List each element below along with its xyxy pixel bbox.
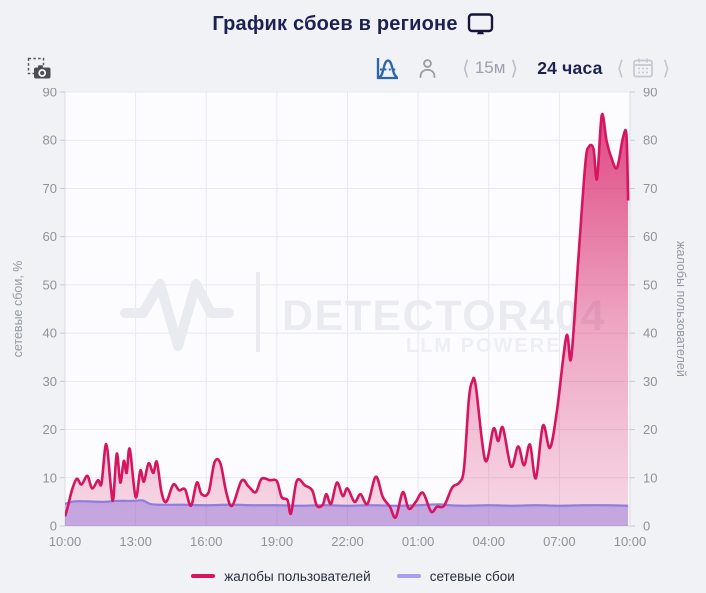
chart-legend: жалобы пользователей сетевые сбои [0,566,706,586]
axes: 0 0 10 10 20 20 30 30 40 40 50 50 60 60 70 70 80 80 90 90 10… [11,85,688,550]
svg-text:30: 30 [43,374,57,389]
chart-type-button[interactable] [372,54,403,83]
watermark-brand: DETECTOR404 [282,292,606,340]
chart-area[interactable]: DETECTOR404 LLM POWERED 0 0 10 10 20 20 30 30 40 40… [0,85,706,562]
svg-text:01:00: 01:00 [402,534,435,549]
svg-text:10: 10 [643,470,657,485]
svg-text:80: 80 [43,133,57,148]
legend-item-network[interactable]: сетевые сбои [396,568,515,584]
network-swatch [396,574,421,578]
svg-text:70: 70 [643,181,657,196]
interval-prev-chevron[interactable]: ⟨ [462,56,470,80]
screenshot-button[interactable] [25,53,54,84]
series-layer [65,112,630,526]
complaints-area [65,114,629,526]
camera-screenshot-icon [27,55,52,82]
date-prev-chevron[interactable]: ⟨ [616,56,625,80]
date-next-chevron[interactable]: ⟩ [662,56,671,80]
calendar-icon [631,56,655,80]
svg-text:60: 60 [643,229,657,244]
svg-text:0: 0 [643,519,650,534]
svg-text:19:00: 19:00 [261,534,294,549]
svg-text:40: 40 [643,326,657,341]
period-label[interactable]: 24 часа [537,57,603,78]
network-area [65,500,629,526]
legend-item-complaints[interactable]: жалобы пользователей [191,569,371,584]
svg-text:10:00: 10:00 [614,534,647,549]
svg-text:20: 20 [43,422,57,437]
svg-text:40: 40 [43,326,57,341]
svg-text:30: 30 [643,374,657,389]
interval-label[interactable]: 15м [474,58,506,77]
complaints-swatch [191,574,216,578]
svg-text:50: 50 [643,277,657,292]
svg-text:07:00: 07:00 [543,534,576,549]
svg-text:04:00: 04:00 [472,534,505,549]
svg-text:80: 80 [643,133,657,148]
watermark-pulse-icon [120,279,234,351]
calendar-button[interactable] [629,54,657,82]
legend-label-complaints: жалобы пользователей [224,568,371,584]
svg-text:70: 70 [43,181,57,196]
svg-text:10: 10 [43,470,57,485]
watermark-tagline: LLM POWERED [406,335,578,357]
complaints-line [65,112,630,519]
chart-header: График сбоев в регионе [0,8,706,40]
svg-text:0: 0 [50,519,57,534]
user-button[interactable] [415,55,440,82]
legend-label-network: сетевые сбои [429,568,515,584]
svg-text:90: 90 [643,88,657,100]
date-nav: ⟨ ⟩ [615,54,673,82]
y-left-title: сетевые сбои, % [11,261,25,358]
page-title: График сбоев в регионе [212,12,458,35]
y-right-title: жалобы пользователей [674,241,688,377]
interval-next-chevron[interactable]: ⟩ [510,56,519,80]
distribution-chart-icon [374,56,401,81]
chart-toolbar: ⟨ 15м ⟩ 24 часа ⟨ ⟩ [372,52,672,84]
monitor-icon [467,12,494,36]
svg-text:50: 50 [43,277,57,292]
svg-text:13:00: 13:00 [119,534,152,549]
network-line [65,499,629,507]
svg-text:60: 60 [43,229,57,244]
svg-text:90: 90 [43,88,57,100]
interval-control: ⟨ 15м ⟩ [460,58,520,78]
svg-text:10:00: 10:00 [49,534,82,549]
svg-text:20: 20 [643,422,657,437]
grid [64,91,631,527]
svg-text:16:00: 16:00 [190,534,223,549]
svg-text:22:00: 22:00 [331,534,364,549]
person-icon [417,57,438,80]
